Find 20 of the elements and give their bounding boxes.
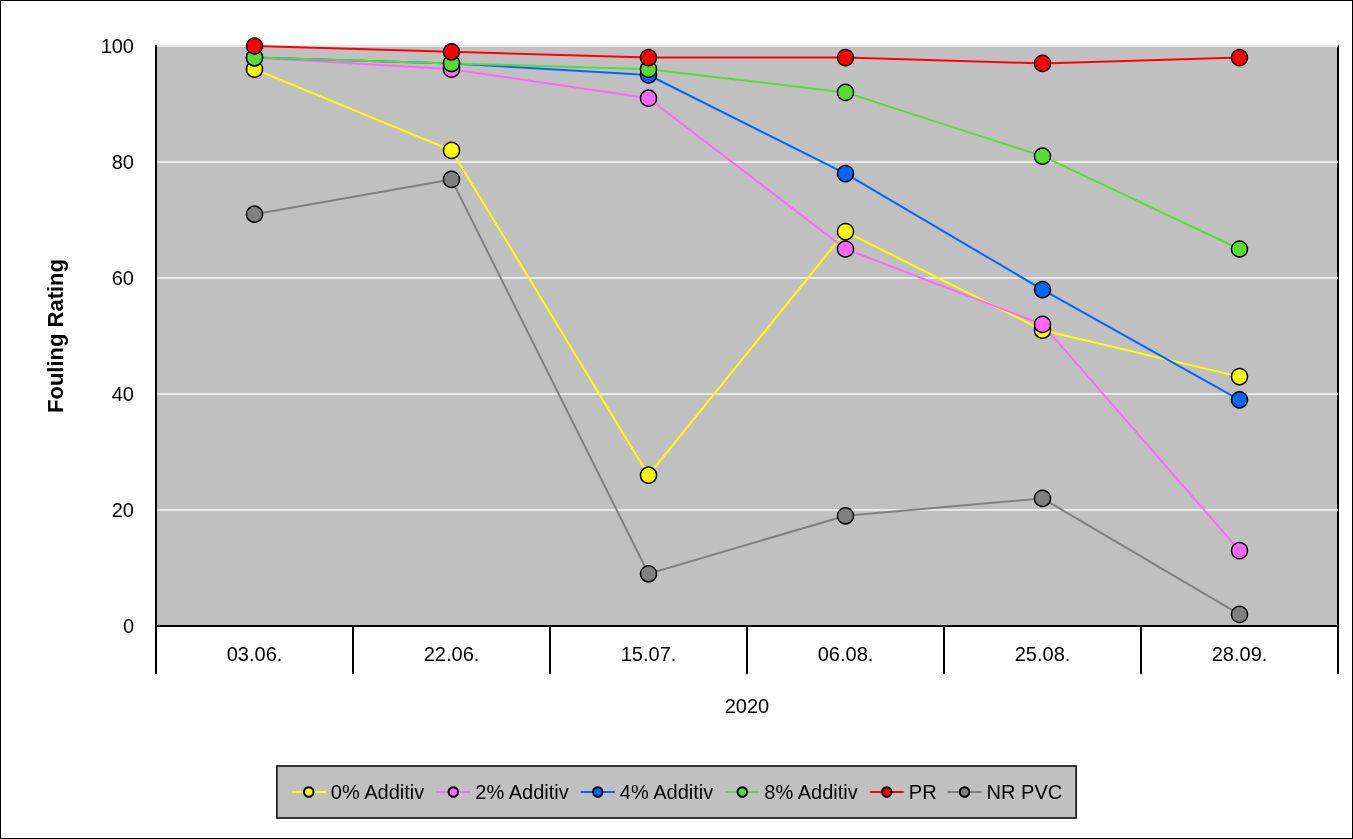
y-tick-label: 80 — [111, 151, 134, 173]
legend-label: 2% Additiv — [475, 781, 569, 803]
x-tick-label: 06.08. — [817, 643, 874, 665]
y-tick-label: 0 — [122, 615, 134, 637]
y-tick-label: 40 — [111, 383, 134, 405]
y-axis-title: Fouling Rating — [42, 259, 68, 413]
x-tick-label: 22.06. — [423, 643, 480, 665]
legend-label: 8% Additiv — [764, 781, 858, 803]
legend-label: 4% Additiv — [619, 781, 714, 803]
y-tick-label: 100 — [100, 35, 134, 57]
x-tick-label: 15.07. — [620, 643, 677, 665]
x-axis-title: 2020 — [724, 695, 770, 717]
y-tick-label: 60 — [111, 267, 134, 289]
x-tick-label: 28.09. — [1211, 643, 1268, 665]
legend-label: 0% Additiv — [330, 781, 425, 803]
x-tick-label: 25.08. — [1014, 643, 1071, 665]
x-tick-label: 03.06. — [226, 643, 283, 665]
legend-label: NR PVC — [986, 781, 1063, 803]
legend-label: PR — [908, 781, 937, 803]
y-tick-label: 20 — [111, 499, 134, 521]
